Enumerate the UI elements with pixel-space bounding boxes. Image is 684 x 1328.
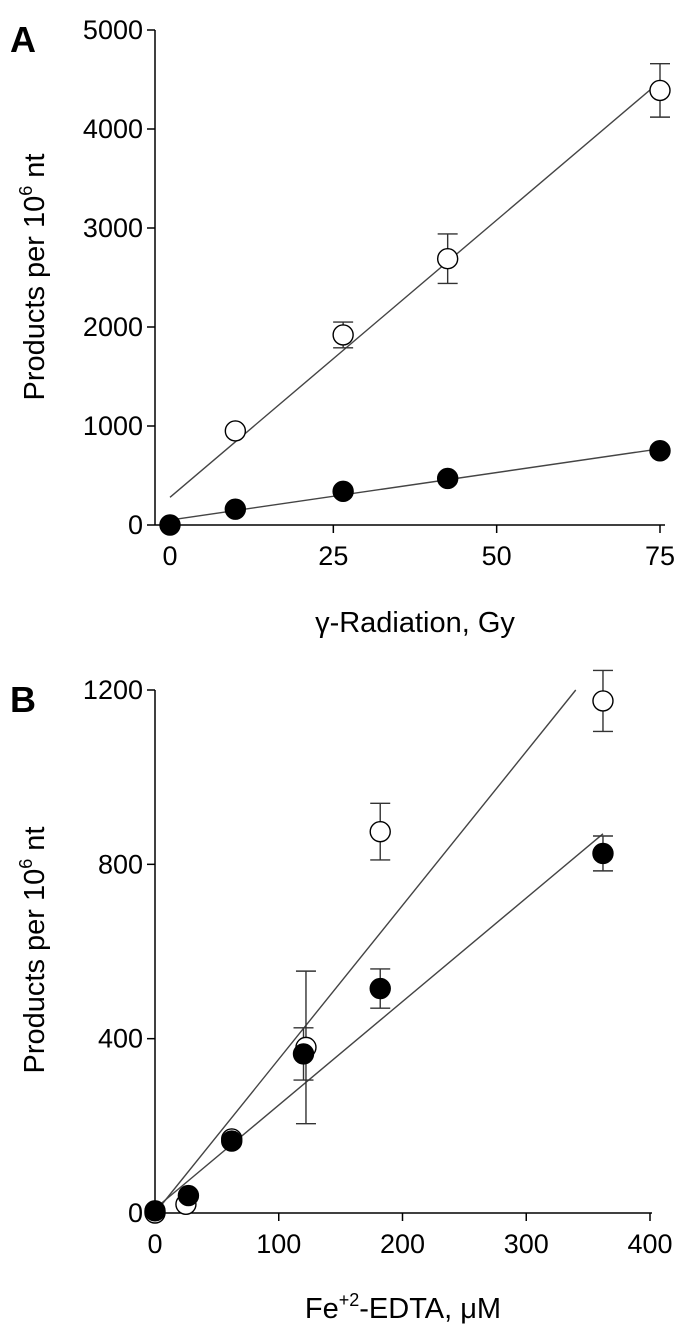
series-2-fit-line <box>169 448 661 521</box>
y-tick-label: 0 <box>128 1198 143 1228</box>
series-1-fit-line <box>154 689 577 1214</box>
filled-circle-point <box>224 498 247 520</box>
panel-b: B 0 400 800 1200 0 100 200 300 400 Fe+2-EDTA, μ… <box>10 669 673 1325</box>
y-tick-label: 2000 <box>83 312 143 342</box>
y-tick-label: 4000 <box>83 114 143 144</box>
series-1-fit-line <box>169 80 661 498</box>
x-tick-label: 200 <box>380 1229 425 1259</box>
panel-a-x-label: γ-Radiation, Gy <box>315 607 515 639</box>
open-circle-point <box>592 690 614 712</box>
open-circle-point <box>224 420 247 442</box>
panel-b-y-ticks: 0 400 800 1200 <box>83 675 155 1228</box>
filled-circle-point <box>592 842 614 865</box>
y-tick-label: 1000 <box>83 411 143 441</box>
x-tick-label: 100 <box>256 1229 301 1259</box>
filled-circle-point <box>177 1184 200 1207</box>
panel-b-label: B <box>10 679 36 720</box>
x-tick-label: 0 <box>147 1229 162 1259</box>
y-tick-label: 3000 <box>83 213 143 243</box>
filled-circle-point <box>292 1043 315 1065</box>
panel-a-label: A <box>10 19 36 60</box>
panel-a-error-bars <box>333 62 670 349</box>
y-tick-label: 5000 <box>83 15 143 45</box>
open-circle-point <box>332 324 354 346</box>
panel-a-fit-lines <box>169 80 661 521</box>
open-circle-point <box>649 79 671 102</box>
panel-a-points <box>159 79 671 536</box>
x-tick-label: 400 <box>627 1229 672 1259</box>
panel-b-x-label: Fe+2-EDTA, μM <box>305 1290 501 1325</box>
filled-circle-point <box>369 977 391 1000</box>
panel-a-y-label: Products per 106 nt <box>16 154 51 401</box>
panel-b-y-label: Products per 106 nt <box>16 827 51 1074</box>
panel-a-y-ticks: 0 1000 2000 3000 4000 5000 <box>83 15 155 540</box>
filled-circle-point <box>144 1200 166 1222</box>
filled-circle-point <box>436 467 459 490</box>
y-tick-label: 0 <box>128 510 143 540</box>
filled-circle-point <box>332 480 354 503</box>
open-circle-point <box>436 247 459 270</box>
open-circle-point <box>369 820 391 843</box>
y-tick-label: 800 <box>98 849 143 879</box>
filled-circle-point <box>649 440 671 462</box>
series-2-fit-line <box>154 833 604 1210</box>
filled-circle-point <box>159 514 181 536</box>
x-tick-label: 300 <box>504 1229 549 1259</box>
y-tick-label: 400 <box>98 1024 143 1054</box>
panel-b-error-bars <box>293 669 613 1125</box>
x-tick-label: 25 <box>318 541 348 571</box>
x-tick-label: 75 <box>645 541 675 571</box>
y-tick-label: 1200 <box>83 675 143 705</box>
filled-circle-point <box>221 1130 243 1152</box>
panel-b-points <box>144 690 614 1224</box>
panel-a: A 0 1000 2000 3000 4000 5000 0 25 50 75 γ-Radiat… <box>10 15 675 639</box>
x-tick-label: 50 <box>482 541 512 571</box>
x-tick-label: 0 <box>162 541 177 571</box>
panel-b-x-ticks: 0 100 200 300 400 <box>147 1213 673 1259</box>
panel-a-x-ticks: 0 25 50 75 <box>162 525 675 571</box>
